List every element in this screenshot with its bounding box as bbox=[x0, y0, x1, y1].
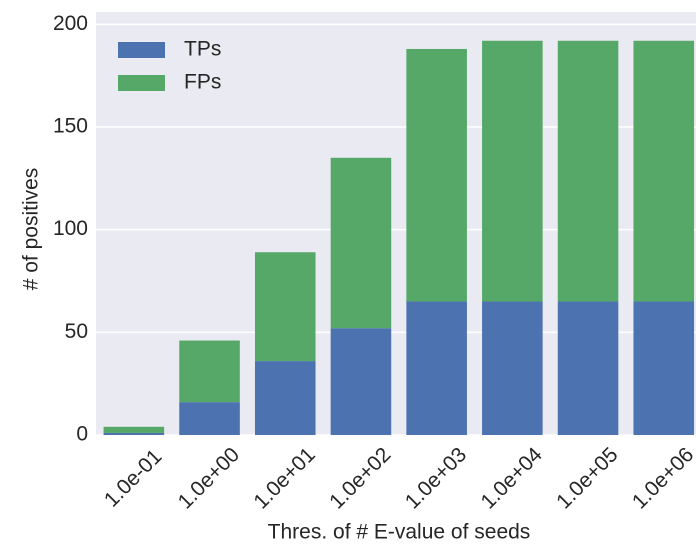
bar bbox=[482, 40, 543, 302]
bar bbox=[406, 301, 467, 435]
bar bbox=[330, 157, 392, 329]
bar bbox=[633, 301, 695, 435]
bar bbox=[103, 432, 165, 435]
y-tick-label: 200 bbox=[53, 12, 88, 35]
x-tick-label: 1.0e+01 bbox=[249, 443, 319, 513]
legend-swatch bbox=[118, 42, 165, 58]
y-axis-label: # of positives bbox=[20, 168, 43, 291]
bar bbox=[557, 40, 619, 302]
bar bbox=[330, 328, 392, 435]
bar bbox=[254, 252, 316, 362]
bar bbox=[557, 301, 619, 435]
x-tick-label: 1.0e+02 bbox=[325, 443, 395, 513]
bar bbox=[179, 340, 240, 403]
y-tick-label: 0 bbox=[76, 423, 88, 446]
y-tick-label: 100 bbox=[53, 217, 88, 240]
x-tick-label: 1.0e+03 bbox=[401, 443, 471, 513]
bar bbox=[254, 361, 316, 435]
y-tick-label: 150 bbox=[53, 115, 88, 138]
legend-label: TPs bbox=[184, 38, 221, 61]
bar bbox=[406, 48, 467, 302]
bar bbox=[482, 301, 543, 435]
x-tick-label: 1.0e+04 bbox=[476, 443, 547, 514]
x-axis-label: Thres. of # E-value of seeds bbox=[268, 521, 531, 544]
y-tick-label: 50 bbox=[65, 320, 88, 343]
x-tick-label: 1.0e-01 bbox=[100, 445, 167, 512]
legend-label: FPs bbox=[184, 71, 221, 94]
x-tick-label: 1.0e+06 bbox=[628, 443, 696, 513]
bar bbox=[633, 40, 695, 302]
bar bbox=[103, 426, 165, 433]
legend-swatch bbox=[118, 75, 165, 91]
x-tick-label: 1.0e+05 bbox=[552, 443, 622, 513]
bar bbox=[179, 402, 240, 435]
x-tick-label: 1.0e+00 bbox=[174, 443, 244, 513]
